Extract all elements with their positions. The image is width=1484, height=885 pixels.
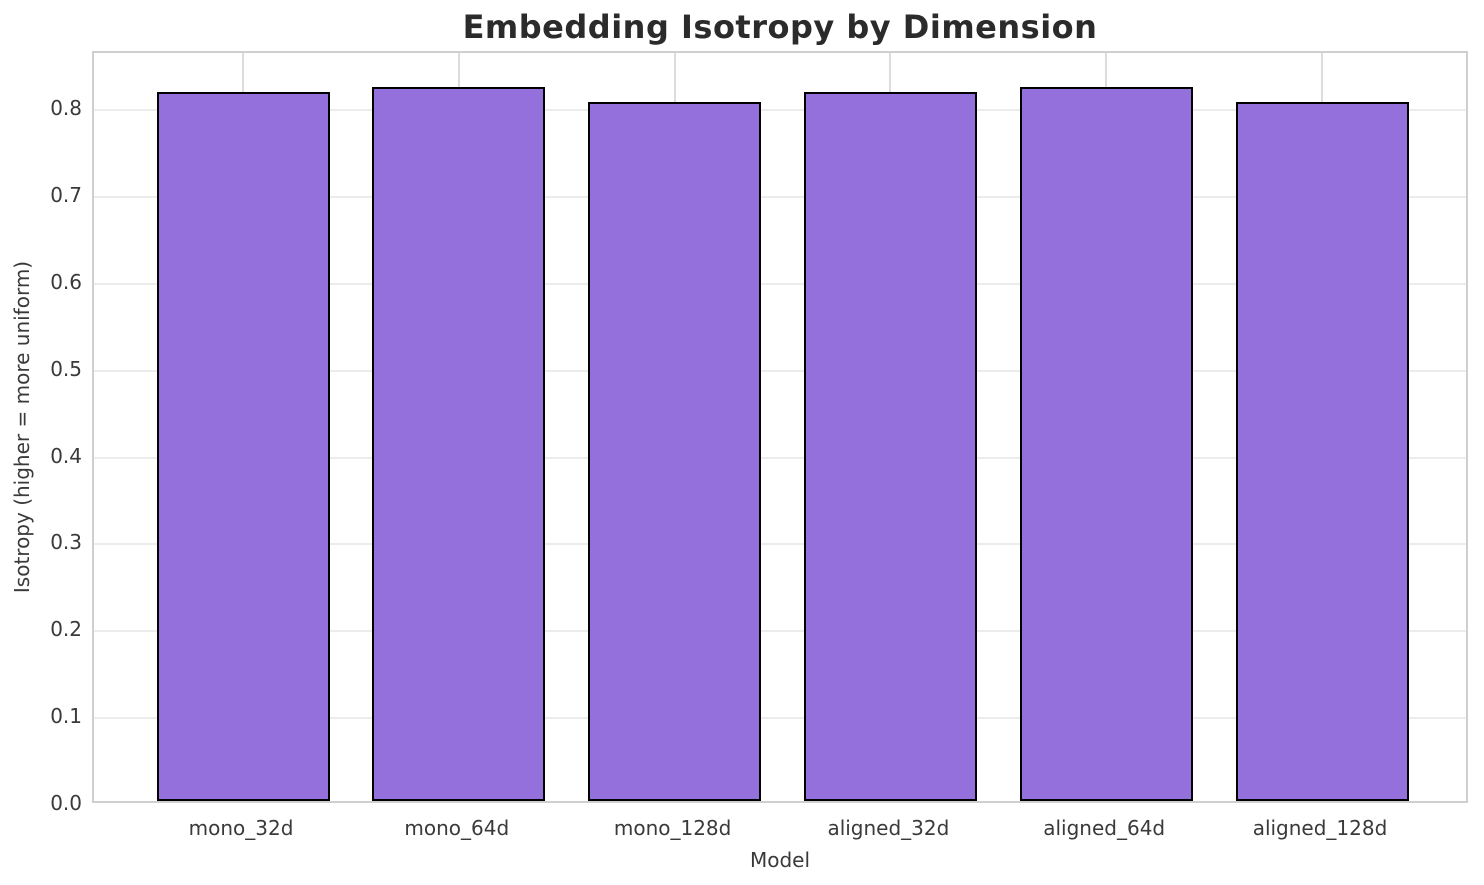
x-tick-label-aligned_64d: aligned_64d bbox=[1043, 816, 1166, 840]
horizontal-gridline bbox=[94, 456, 1466, 459]
bar-mono_64d bbox=[372, 87, 546, 801]
plot-area bbox=[92, 51, 1468, 803]
y-tick-label: 0.2 bbox=[50, 617, 82, 642]
x-tick-label-mono_64d: mono_64d bbox=[404, 816, 510, 840]
bar-aligned_32d bbox=[803, 91, 977, 801]
bar-mono_32d bbox=[156, 91, 330, 801]
x-tick-label-aligned_32d: aligned_32d bbox=[827, 816, 950, 840]
x-axis-label: Model bbox=[749, 848, 811, 872]
y-tick-label: 0.8 bbox=[50, 96, 82, 121]
y-tick-label: 0.5 bbox=[50, 356, 82, 381]
horizontal-gridline bbox=[94, 543, 1466, 546]
x-tick-label-mono_128d: mono_128d bbox=[613, 816, 732, 840]
horizontal-gridline bbox=[94, 369, 1466, 372]
x-tick-label-aligned_128d: aligned_128d bbox=[1252, 816, 1388, 840]
horizontal-gridline bbox=[94, 717, 1466, 720]
y-tick-label: 0.0 bbox=[50, 791, 82, 815]
x-tick-label-mono_32d: mono_32d bbox=[188, 816, 294, 840]
horizontal-gridline bbox=[94, 196, 1466, 199]
y-tick-label: 0.1 bbox=[50, 704, 82, 729]
horizontal-gridline bbox=[94, 109, 1466, 112]
bar-mono_128d bbox=[588, 101, 762, 801]
chart-title: Embedding Isotropy by Dimension bbox=[462, 8, 1098, 46]
y-tick-label: 0.3 bbox=[50, 530, 82, 555]
y-tick-label: 0.7 bbox=[50, 183, 82, 208]
y-axis-label: Isotropy (higher = more uniform) bbox=[10, 260, 34, 594]
y-tick-label: 0.4 bbox=[50, 443, 82, 468]
horizontal-gridline bbox=[94, 630, 1466, 633]
horizontal-gridline bbox=[94, 282, 1466, 285]
bar-aligned_128d bbox=[1235, 101, 1409, 801]
y-tick-label: 0.6 bbox=[50, 269, 82, 294]
bar-aligned_64d bbox=[1019, 87, 1193, 801]
